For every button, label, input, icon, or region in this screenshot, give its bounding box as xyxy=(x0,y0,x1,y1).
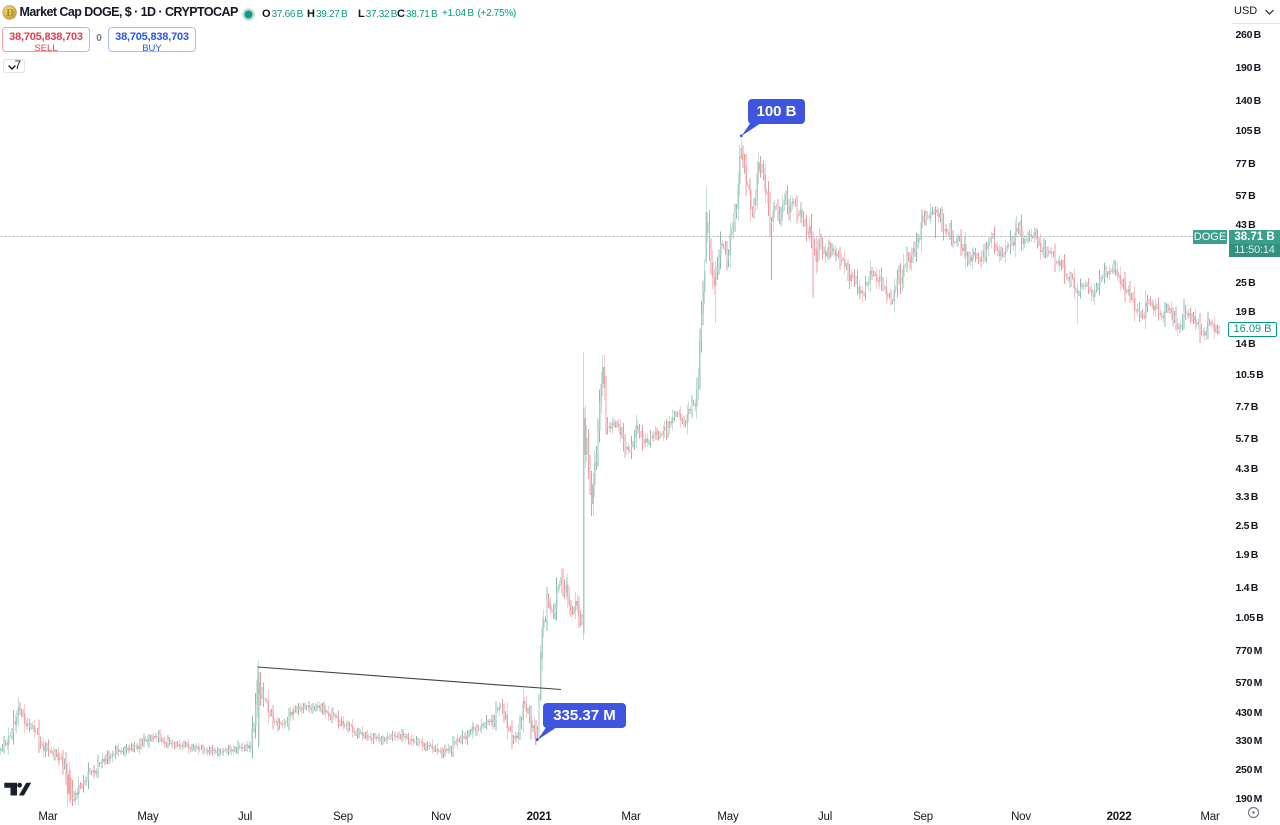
svg-text:Đ: Đ xyxy=(6,8,14,19)
